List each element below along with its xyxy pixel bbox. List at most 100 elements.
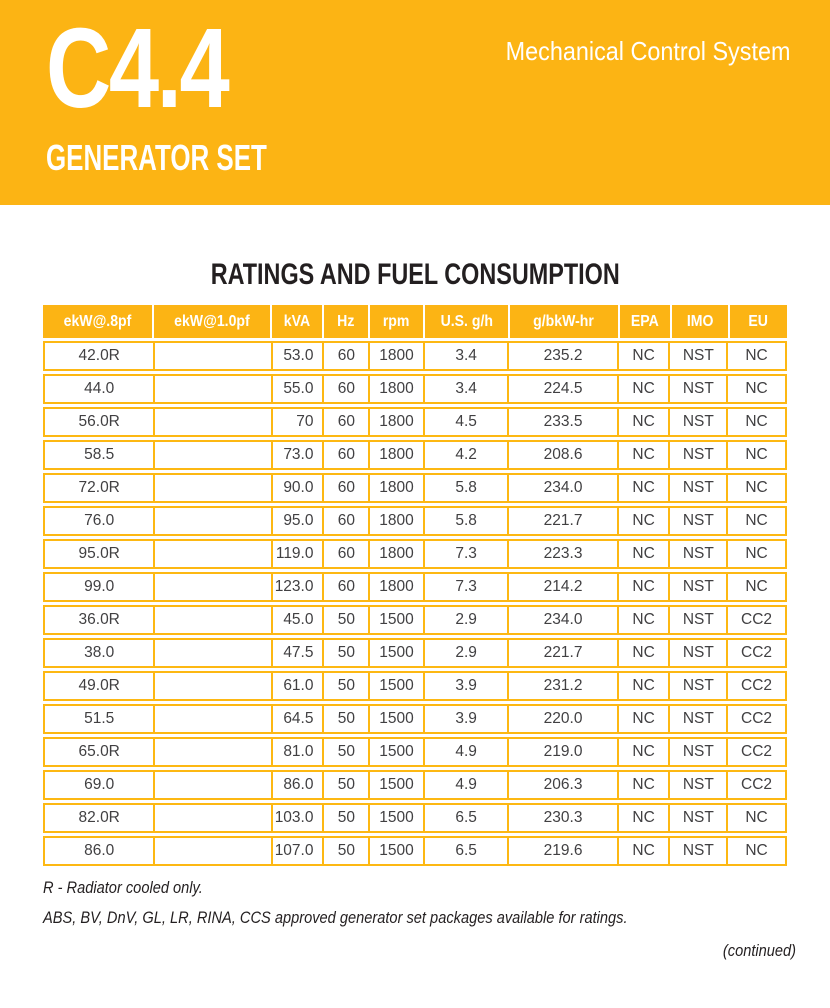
cell-us-gh: 5.8 (422, 475, 508, 501)
cell-imo: NST (668, 343, 726, 369)
cell-epa: NC (616, 772, 669, 798)
cell-eu: CC2 (726, 607, 785, 633)
cell-kva: 81.0 (270, 739, 323, 765)
cell-ekw-8pf: 95.0R (78, 545, 120, 562)
cell-gbkw-hr: 234.0 (507, 607, 616, 633)
table-row: 69.0 86.0 50 1500 4.9 206.3 NC NST CC2 (43, 770, 787, 800)
cell-epa: NC (616, 574, 669, 600)
cell-imo: NST (668, 574, 726, 600)
cell-us-gh: 4.9 (422, 739, 508, 765)
cell-gbkw-hr: 231.2 (507, 673, 616, 699)
cell-eu: CC2 (726, 739, 785, 765)
table-row: 51.5 64.5 50 1500 3.9 220.0 NC NST CC2 (43, 704, 787, 734)
cell-ekw-10pf (153, 607, 270, 633)
column-header-hz: Hz (321, 305, 368, 338)
cell-ekw-10pf (153, 772, 270, 798)
cell-imo: NST (668, 838, 726, 864)
cell-us-gh: 6.5 (422, 805, 508, 831)
masthead-banner: C4.4 GENERATOR SET Mechanical Control Sy… (0, 0, 830, 205)
cell-epa: NC (616, 508, 669, 534)
column-header-eu: EU (727, 305, 787, 338)
cell-hz: 50 (322, 607, 368, 633)
table-row: 58.5 73.0 60 1800 4.2 208.6 NC NST NC (43, 440, 787, 470)
table-row: 95.0R 119.0 60 1800 7.3 223.3 NC NST NC (43, 539, 787, 569)
cell-us-gh: 2.9 (422, 607, 508, 633)
cell-imo: NST (668, 376, 726, 402)
cell-eu: CC2 (726, 706, 785, 732)
cell-ekw-10pf (153, 442, 270, 468)
cell-epa: NC (616, 376, 669, 402)
table-row: 38.0 47.5 50 1500 2.9 221.7 NC NST CC2 (43, 638, 787, 668)
cell-eu: CC2 (726, 673, 785, 699)
cell-ekw-8pf: 49.0R (78, 677, 120, 694)
cell-us-gh: 4.5 (422, 409, 508, 435)
cell-epa: NC (616, 541, 669, 567)
cell-imo: NST (668, 409, 726, 435)
table-row: 42.0R 53.0 60 1800 3.4 235.2 NC NST NC (43, 341, 787, 371)
cell-imo: NST (668, 541, 726, 567)
section-title: RATINGS AND FUEL CONSUMPTION (210, 258, 620, 291)
model-title: C4.4 (46, 5, 230, 131)
cell-kva: 73.0 (270, 442, 323, 468)
cell-eu: CC2 (726, 640, 785, 666)
cell-eu: NC (726, 376, 785, 402)
cell-hz: 60 (322, 541, 368, 567)
cell-epa: NC (616, 475, 669, 501)
cell-gbkw-hr: 230.3 (507, 805, 616, 831)
cell-epa: NC (616, 442, 669, 468)
cell-hz: 50 (322, 706, 368, 732)
cell-epa: NC (616, 607, 669, 633)
cell-eu: CC2 (726, 772, 785, 798)
table-row: 56.0R 70 60 1800 4.5 233.5 NC NST NC (43, 407, 787, 437)
cell-gbkw-hr: 235.2 (507, 343, 616, 369)
cell-kva: 95.0 (270, 508, 323, 534)
cell-gbkw-hr: 223.3 (507, 541, 616, 567)
cell-kva: 47.5 (270, 640, 323, 666)
cell-hz: 50 (322, 805, 368, 831)
cell-ekw-8pf: 58.5 (84, 446, 115, 463)
cell-ekw-10pf (153, 706, 270, 732)
cell-epa: NC (616, 739, 669, 765)
cell-gbkw-hr: 208.6 (507, 442, 616, 468)
cell-ekw-8pf: 51.5 (84, 710, 115, 727)
cell-kva: 55.0 (270, 376, 323, 402)
cell-us-gh: 6.5 (422, 838, 508, 864)
table-row: 86.0 107.0 50 1500 6.5 219.6 NC NST NC (43, 836, 787, 866)
cell-rpm: 1500 (368, 838, 423, 864)
cell-ekw-8pf: 44.0 (84, 380, 115, 397)
cell-eu: NC (726, 343, 785, 369)
cell-epa: NC (616, 706, 669, 732)
cell-imo: NST (668, 442, 726, 468)
cell-hz: 50 (322, 772, 368, 798)
cell-gbkw-hr: 224.5 (507, 376, 616, 402)
cell-gbkw-hr: 221.7 (507, 640, 616, 666)
column-header-us-gh: U.S. g/h (422, 305, 508, 338)
cell-rpm: 1500 (368, 640, 423, 666)
cell-kva: 70 (270, 409, 323, 435)
table-row: 49.0R 61.0 50 1500 3.9 231.2 NC NST CC2 (43, 671, 787, 701)
cell-hz: 60 (322, 475, 368, 501)
cell-hz: 50 (322, 838, 368, 864)
cell-us-gh: 2.9 (422, 640, 508, 666)
generator-set-subtitle: GENERATOR SET (46, 137, 267, 178)
cell-ekw-8pf: 38.0 (84, 644, 115, 661)
cell-rpm: 1800 (368, 475, 423, 501)
cell-eu: NC (726, 541, 785, 567)
cell-eu: NC (726, 838, 785, 864)
cell-rpm: 1800 (368, 442, 423, 468)
table-row: 99.0 123.0 60 1800 7.3 214.2 NC NST NC (43, 572, 787, 602)
cell-hz: 50 (322, 673, 368, 699)
cell-ekw-10pf (153, 805, 270, 831)
cell-us-gh: 3.4 (422, 376, 508, 402)
cell-hz: 50 (322, 739, 368, 765)
cell-gbkw-hr: 220.0 (507, 706, 616, 732)
cell-imo: NST (668, 607, 726, 633)
cell-hz: 60 (322, 508, 368, 534)
cell-imo: NST (668, 772, 726, 798)
cell-ekw-10pf (153, 376, 270, 402)
cell-eu: NC (726, 508, 785, 534)
column-header-kva: kVA (269, 305, 322, 338)
column-header-imo: IMO (669, 305, 728, 338)
cell-epa: NC (616, 673, 669, 699)
cell-ekw-8pf: 69.0 (84, 776, 115, 793)
